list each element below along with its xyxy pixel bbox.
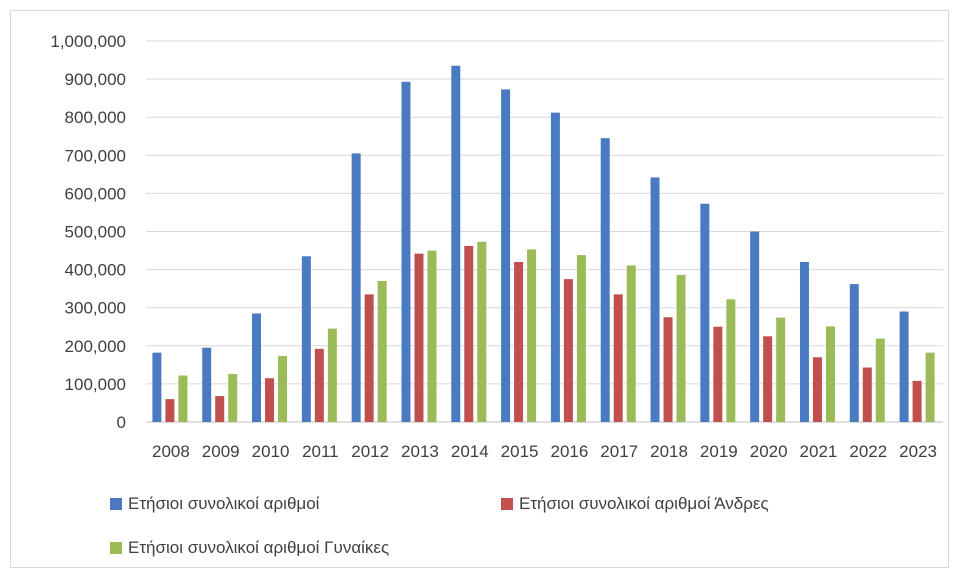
bar <box>278 356 288 422</box>
bar <box>327 328 337 422</box>
bar <box>663 317 673 422</box>
legend-item-men: Ετήσιοι συνολικοί αριθμοί Άνδρες <box>501 494 769 514</box>
legend-item-total: Ετήσιοι συνολικοί αριθμοί <box>110 494 319 514</box>
bar <box>899 311 909 422</box>
bar <box>152 352 162 422</box>
bar <box>427 250 437 422</box>
bar <box>215 396 225 422</box>
bar <box>178 375 188 422</box>
y-tick-label: 700,000 <box>65 146 126 165</box>
x-tick-label: 2008 <box>152 442 190 461</box>
bar <box>401 81 411 422</box>
x-tick-label: 2013 <box>401 442 439 461</box>
bar <box>477 241 487 422</box>
bar <box>713 326 723 422</box>
legend-label-total: Ετήσιοι συνολικοί αριθμοί <box>128 494 320 513</box>
bar <box>600 138 610 422</box>
bar <box>700 203 710 422</box>
bar <box>351 153 361 422</box>
bar <box>414 253 424 422</box>
legend-label-women: Ετήσιοι συνολικοί αριθμοί Γυναίκες <box>128 538 390 557</box>
bar <box>265 378 275 422</box>
legend-swatch-men <box>501 498 513 510</box>
x-tick-label: 2022 <box>849 442 887 461</box>
y-tick-label: 200,000 <box>65 337 126 356</box>
x-tick-label: 2019 <box>700 442 738 461</box>
bar <box>776 317 786 422</box>
bar <box>464 245 474 422</box>
x-tick-label: 2009 <box>202 442 240 461</box>
bar <box>451 65 461 422</box>
x-tick-label: 2017 <box>600 442 638 461</box>
legend-label-men: Ετήσιοι συνολικοί αριθμοί Άνδρες <box>519 494 769 513</box>
y-tick-label: 300,000 <box>65 299 126 318</box>
bar <box>812 357 822 422</box>
bar <box>875 338 885 422</box>
x-tick-label: 2015 <box>501 442 539 461</box>
bar <box>165 399 175 422</box>
bar <box>550 112 560 423</box>
bar <box>314 348 324 422</box>
bar <box>202 347 212 422</box>
bar <box>799 261 809 422</box>
bar <box>650 177 660 422</box>
y-tick-label: 1,000,000 <box>50 32 126 51</box>
bar <box>626 265 636 422</box>
x-tick-label: 2011 <box>302 442 339 461</box>
bar <box>527 249 537 422</box>
legend-item-women: Ετήσιοι συνολικοί αριθμοί Γυναίκες <box>110 538 389 558</box>
y-tick-label: 600,000 <box>65 184 126 203</box>
x-tick-label: 2014 <box>451 442 489 461</box>
x-tick-label: 2016 <box>550 442 588 461</box>
bar <box>576 255 586 422</box>
bar <box>613 294 623 422</box>
bar <box>849 284 859 422</box>
y-tick-label: 500,000 <box>65 223 126 242</box>
bar <box>228 373 238 422</box>
x-tick-label: 2020 <box>750 442 788 461</box>
legend-swatch-total <box>110 498 122 510</box>
x-tick-label: 2010 <box>252 442 290 461</box>
x-tick-label: 2023 <box>899 442 937 461</box>
bar <box>825 326 835 422</box>
bar <box>750 231 760 422</box>
bar <box>726 299 736 422</box>
y-tick-label: 900,000 <box>65 70 126 89</box>
bar <box>252 313 262 422</box>
y-tick-label: 100,000 <box>65 375 126 394</box>
bar <box>925 352 935 422</box>
bar <box>514 261 524 422</box>
bars <box>152 65 935 423</box>
bar <box>763 336 773 422</box>
gridlines <box>146 40 943 423</box>
bar <box>377 281 387 422</box>
legend-swatch-women <box>110 542 122 554</box>
bar <box>676 274 686 422</box>
x-axis-tick-labels: 2008 2009 2010 2011 2012 2013 2014 2015 2016 2017… <box>152 442 937 461</box>
bar <box>364 294 374 422</box>
x-tick-label: 2018 <box>650 442 688 461</box>
y-axis-tick-labels: 0 100,000 200,000 300,000 400,000 500,000 600,… <box>50 32 126 432</box>
x-tick-label: 2012 <box>351 442 389 461</box>
y-tick-label: 400,000 <box>65 261 126 280</box>
bar <box>862 367 872 422</box>
y-tick-label: 800,000 <box>65 108 126 127</box>
bar <box>501 89 511 423</box>
bar <box>301 256 311 422</box>
bar <box>563 279 573 422</box>
x-tick-label: 2021 <box>800 442 838 461</box>
y-tick-label: 0 <box>117 413 126 432</box>
bar <box>912 380 922 422</box>
